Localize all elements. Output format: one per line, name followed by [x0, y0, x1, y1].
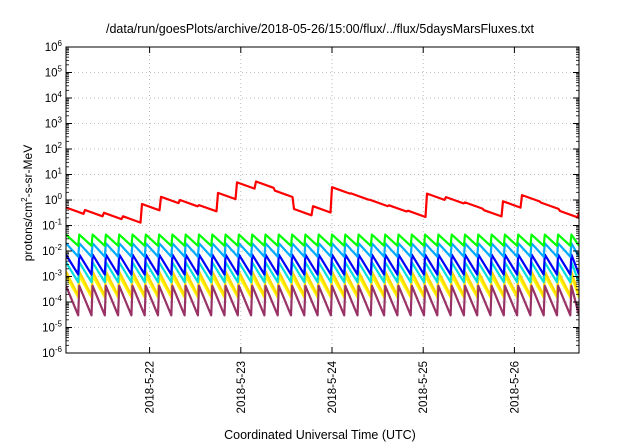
x-axis-label: Coordinated Universal Time (UTC): [224, 428, 416, 442]
y-tick-exponent: -3: [55, 269, 63, 278]
y-tick-label: 10-2: [42, 243, 62, 258]
x-tick-label: 2018-5-22: [145, 361, 157, 413]
y-tick-exponent: 1: [58, 167, 63, 176]
y-tick-exponent: 6: [58, 39, 63, 48]
series-line: [66, 253, 579, 276]
y-tick-label: 10-4: [42, 294, 62, 309]
y-tick-label: 105: [45, 65, 63, 80]
axes: [65, 46, 580, 354]
y-tick-exponent: 5: [58, 65, 63, 74]
tick-labels: 10-610-510-410-310-210-11001011021031041…: [42, 39, 521, 413]
y-tick-label: 106: [45, 39, 63, 54]
y-tick-exponent: -5: [55, 320, 63, 329]
y-tick-exponent: 0: [58, 192, 63, 201]
y-tick-exponent: -1: [55, 218, 63, 227]
series-line: [66, 261, 579, 284]
series-line: [66, 180, 579, 224]
y-tick-exponent: -4: [55, 294, 63, 303]
y-tick-exponent: 2: [58, 141, 63, 150]
x-tick-label: 2018-5-24: [327, 360, 339, 413]
y-tick-label: 101: [45, 167, 63, 182]
x-tick-label: 2018-5-25: [418, 361, 430, 413]
series-group: [66, 180, 579, 317]
grid-lines: [66, 47, 579, 353]
y-tick-label: 10-1: [42, 218, 62, 233]
series-line: [66, 270, 579, 297]
y-tick-exponent: 3: [58, 116, 63, 125]
y-tick-exponent: -6: [55, 345, 63, 354]
series-line: [66, 233, 579, 247]
y-tick-label: 100: [45, 192, 63, 207]
y-tick-label: 10-5: [42, 320, 62, 335]
chart-title: /data/run/goesPlots/archive/2018-05-26/1…: [105, 22, 534, 36]
y-tick-label: 103: [45, 116, 63, 131]
y-tick-label: 102: [45, 141, 63, 156]
series-line: [66, 284, 579, 317]
x-tick-label: 2018-5-26: [509, 361, 521, 413]
y-tick-exponent: 4: [58, 90, 63, 99]
y-tick-exponent: -2: [55, 243, 63, 252]
series-line: [66, 242, 579, 258]
y-tick-label: 10-3: [42, 269, 62, 284]
plot-frame: [65, 46, 580, 354]
y-tick-label: 104: [45, 90, 63, 105]
x-tick-label: 2018-5-23: [236, 361, 248, 413]
y-tick-label: 10-6: [42, 345, 62, 360]
